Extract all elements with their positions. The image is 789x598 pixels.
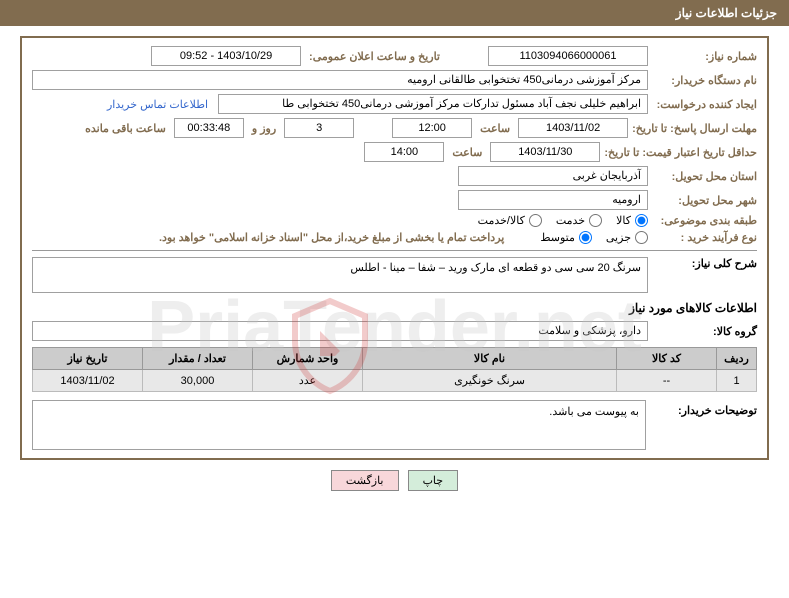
th-unit: واحد شمارش	[253, 348, 363, 370]
announce-label: تاریخ و ساعت اعلان عمومی:	[305, 50, 444, 63]
validity-date-field: 1403/11/30	[490, 142, 600, 162]
radio-service[interactable]	[589, 214, 602, 227]
payment-note: پرداخت تمام یا بخشی از مبلغ خرید،از محل …	[159, 231, 504, 244]
city-label: شهر محل تحویل:	[652, 194, 757, 207]
radio-goods[interactable]	[635, 214, 648, 227]
th-qty: تعداد / مقدار	[143, 348, 253, 370]
process-label: نوع فرآیند خرید :	[652, 231, 757, 244]
buyer-org-label: نام دستگاه خریدار:	[652, 74, 757, 87]
divider-1	[32, 250, 757, 251]
overall-desc-field: سرنگ 20 سی سی دو قطعه ای مارک ورید – شفا…	[32, 257, 648, 293]
countdown-field: 00:33:48	[174, 118, 244, 138]
city-field: ارومیه	[458, 190, 648, 210]
cell-name: سرنگ خونگیری	[363, 370, 617, 392]
category-group: کالا خدمت کالا/خدمت	[466, 214, 648, 227]
validity-time-field: 14:00	[364, 142, 444, 162]
province-field: آذربایجان غربی	[458, 166, 648, 186]
cell-row: 1	[717, 370, 757, 392]
proc-medium-label: متوسط	[540, 231, 575, 244]
process-group: جزیی متوسط	[528, 231, 648, 244]
cat-both-label: کالا/خدمت	[478, 214, 525, 227]
table-row: 1 -- سرنگ خونگیری عدد 30,000 1403/11/02	[33, 370, 757, 392]
buyer-notes-field: به پیوست می باشد.	[32, 400, 646, 450]
th-row: ردیف	[717, 348, 757, 370]
radio-both[interactable]	[529, 214, 542, 227]
items-title: اطلاعات کالاهای مورد نیاز	[32, 301, 757, 315]
cell-unit: عدد	[253, 370, 363, 392]
page-title: جزئیات اطلاعات نیاز	[676, 6, 777, 20]
cat-service-label: خدمت	[556, 214, 585, 227]
items-table: ردیف کد کالا نام کالا واحد شمارش تعداد /…	[32, 347, 757, 392]
cell-code: --	[617, 370, 717, 392]
overall-label: شرح کلی نیاز:	[652, 257, 757, 270]
province-label: استان محل تحویل:	[652, 170, 757, 183]
buyer-notes-label: توضیحات خریدار:	[652, 400, 757, 450]
need-number-label: شماره نیاز:	[652, 50, 757, 63]
cell-date: 1403/11/02	[33, 370, 143, 392]
radio-small[interactable]	[635, 231, 648, 244]
group-field: دارو، پزشکی و سلامت	[32, 321, 648, 341]
footer-buttons: چاپ بازگشت	[20, 470, 769, 491]
page-header: جزئیات اطلاعات نیاز	[0, 0, 789, 26]
proc-small-label: جزیی	[606, 231, 631, 244]
th-date: تاریخ نیاز	[33, 348, 143, 370]
print-button[interactable]: چاپ	[408, 470, 459, 491]
cat-goods-label: کالا	[616, 214, 631, 227]
days-and-label: روز و	[248, 122, 280, 135]
th-name: نام کالا	[363, 348, 617, 370]
time-label-1: ساعت	[476, 122, 514, 135]
contact-link[interactable]: اطلاعات تماس خریدار	[107, 98, 214, 111]
deadline-date-field: 1403/11/02	[518, 118, 628, 138]
main-panel: شماره نیاز: 1103094066000061 تاریخ و ساع…	[20, 36, 769, 460]
days-field: 3	[284, 118, 354, 138]
need-number-field: 1103094066000061	[488, 46, 648, 66]
validity-label: حداقل تاریخ اعتبار قیمت: تا تاریخ:	[604, 146, 757, 159]
buyer-org-field: مرکز آموزشی درمانی450 تختخوابی طالقانی ا…	[32, 70, 648, 90]
time-label-2: ساعت	[448, 146, 486, 159]
requester-field: ابراهیم خلیلی نجف آباد مسئول تدارکات مرک…	[218, 94, 648, 114]
announce-field: 1403/10/29 - 09:52	[151, 46, 301, 66]
back-button[interactable]: بازگشت	[331, 470, 399, 491]
cell-qty: 30,000	[143, 370, 253, 392]
requester-label: ایجاد کننده درخواست:	[652, 98, 757, 111]
remaining-label: ساعت باقی مانده	[81, 122, 170, 135]
th-code: کد کالا	[617, 348, 717, 370]
content: PriaTender.net شماره نیاز: 1103094066000…	[0, 26, 789, 501]
deadline-label: مهلت ارسال پاسخ: تا تاریخ:	[632, 122, 757, 135]
group-label: گروه کالا:	[652, 325, 757, 338]
radio-medium[interactable]	[579, 231, 592, 244]
category-label: طبقه بندی موضوعی:	[652, 214, 757, 227]
deadline-time-field: 12:00	[392, 118, 472, 138]
